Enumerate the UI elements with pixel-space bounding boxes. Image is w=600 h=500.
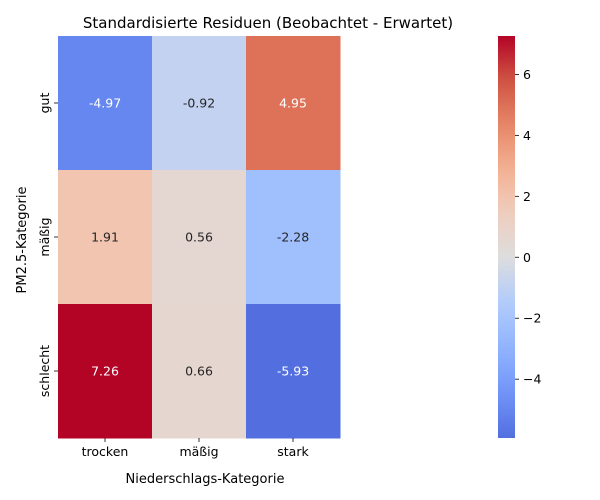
y-tick-label-1: mäßig: [37, 217, 52, 256]
heatmap-cell-1-0: [58, 170, 153, 305]
cell-value-label-0-1: -0.92: [183, 96, 215, 111]
cell-value-label-2-1: 0.66: [185, 364, 213, 379]
colorbar-tick-label-3: 2: [523, 189, 531, 204]
cell-value-label-1-2: -2.28: [277, 230, 309, 245]
cell-value-label-2-0: 7.26: [91, 364, 119, 379]
colorbar-tick-label-1: −2: [523, 311, 541, 326]
heatmap-cells: [58, 36, 341, 439]
heatmap-cell-0-2: [246, 36, 341, 171]
y-axis-label: PM2.5-Kategorie: [15, 187, 30, 294]
x-axis: trocken mäßig stark: [82, 438, 309, 459]
cell-value-label-1-0: 1.91: [91, 230, 119, 245]
colorbar-gradient: [498, 36, 515, 438]
cell-value-label-1-1: 0.56: [185, 230, 213, 245]
colorbar-tick-label-0: −4: [523, 372, 541, 387]
colorbar-tick-label-2: 0: [523, 250, 531, 265]
heatmap-cell-2-0: [58, 304, 153, 439]
colorbar: −4 −2 0 2 4 6: [498, 36, 541, 438]
x-tick-label-1: mäßig: [179, 444, 218, 459]
y-tick-label-0: gut: [37, 93, 52, 114]
chart-title: Standardisierte Residuen (Beobachtet - E…: [83, 14, 453, 32]
heatmap-cell-1-2: [246, 170, 341, 305]
x-axis-label: Niederschlags-Kategorie: [126, 472, 285, 487]
colorbar-tick-label-5: 6: [523, 67, 531, 82]
cell-value-label-0-2: 4.95: [279, 96, 307, 111]
heatmap-cell-2-1: [152, 304, 247, 439]
cell-value-label-2-2: -5.93: [277, 364, 309, 379]
cell-value-labels: -4.97 -0.92 4.95 1.91 0.56 -2.28 7.26 0.66 -5.93: [89, 96, 309, 379]
y-tick-label-2: schlecht: [37, 345, 52, 397]
heatmap-cell-1-1: [152, 170, 247, 305]
y-axis: gut mäßig schlecht: [37, 93, 58, 397]
colorbar-tick-label-4: 4: [523, 128, 531, 143]
heatmap-cell-0-1: [152, 36, 247, 171]
heatmap-cell-2-2: [246, 304, 341, 439]
cell-value-label-0-0: -4.97: [89, 96, 121, 111]
x-tick-label-0: trocken: [82, 444, 129, 459]
x-tick-label-2: stark: [277, 444, 309, 459]
heatmap-cell-0-0: [58, 36, 153, 171]
